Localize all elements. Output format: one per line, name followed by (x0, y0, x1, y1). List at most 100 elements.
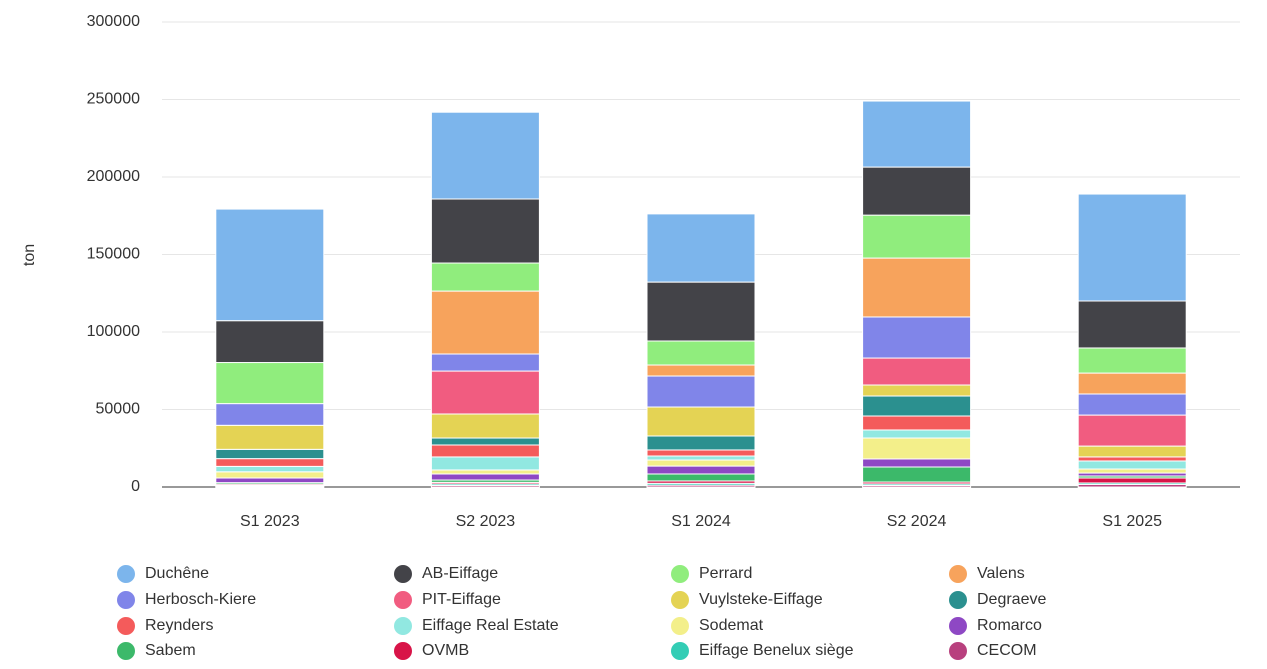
legend-marker (394, 591, 412, 609)
legend-marker (949, 642, 967, 660)
bar-segment (430, 198, 540, 264)
bar-segment (430, 473, 540, 481)
y-tick-label: 250000 (87, 91, 140, 108)
bar-segment (430, 353, 540, 372)
legend-label: Perrard (699, 565, 752, 582)
bar-segment (862, 100, 972, 168)
bar-segment (215, 471, 325, 479)
legend-marker (949, 617, 967, 635)
bar-segment (430, 469, 540, 475)
x-tick-label: S1 2025 (1102, 513, 1162, 530)
bar-segment (1077, 393, 1187, 416)
bar-segment (646, 449, 756, 457)
bar-segment (646, 213, 756, 283)
bar-segment (1077, 445, 1187, 458)
bar-segment (215, 320, 325, 364)
legend-label: OVMB (422, 642, 469, 659)
y-tick-label: 100000 (87, 323, 140, 340)
bar-segment (646, 473, 756, 482)
bar-segment (646, 459, 756, 467)
bar-segment (430, 262, 540, 292)
bar-segment (862, 257, 972, 318)
legend-marker (671, 617, 689, 635)
bar-segment (430, 437, 540, 446)
bar-segment (862, 437, 972, 460)
y-tick-label: 200000 (87, 168, 140, 185)
bar-segment (430, 413, 540, 439)
legend-marker (394, 642, 412, 660)
bar-segment (430, 290, 540, 355)
legend-label: Eiffage Benelux siège (699, 642, 854, 659)
bar-segment (1077, 460, 1187, 470)
legend-marker (117, 565, 135, 583)
bar-segment (646, 364, 756, 377)
bar-segment (862, 316, 972, 359)
bar-segment (862, 429, 972, 439)
legend-marker (117, 617, 135, 635)
bar-segment (1077, 456, 1187, 462)
legend-marker (394, 565, 412, 583)
bar-segment (1077, 477, 1187, 484)
bar-segment (430, 370, 540, 415)
legend-label: Romarco (977, 617, 1042, 634)
legend-label: Eiffage Real Estate (422, 617, 559, 634)
bar-segment (1077, 372, 1187, 395)
y-axis-label: ton (21, 244, 38, 266)
legend-marker (949, 565, 967, 583)
bar-segment (862, 214, 972, 259)
legend-marker (394, 617, 412, 635)
legend-label: PIT-Eiffage (422, 591, 501, 608)
bar-segment (862, 166, 972, 216)
bar-segment (1077, 414, 1187, 447)
bar-segment (215, 403, 325, 426)
bar-segment (862, 395, 972, 417)
bar-segment (430, 444, 540, 458)
bar-segment (862, 458, 972, 468)
legend-marker (117, 642, 135, 660)
legend-label: Reynders (145, 617, 213, 634)
bar-segment (215, 424, 325, 450)
bar-segment (646, 375, 756, 408)
bar-segment (1077, 347, 1187, 374)
x-tick-label: S2 2024 (887, 513, 947, 530)
bar-segment (215, 458, 325, 467)
bar-segment (430, 456, 540, 471)
legend-label: Valens (977, 565, 1025, 582)
bar-segment (646, 281, 756, 342)
bar-segment (215, 448, 325, 460)
legend-marker (671, 642, 689, 660)
bar-segment (1077, 468, 1187, 474)
y-tick-label: 50000 (96, 401, 141, 418)
bar-segment (215, 362, 325, 405)
x-tick-label: S1 2023 (240, 513, 300, 530)
bar-segment (215, 465, 325, 473)
bar-segment (430, 111, 540, 200)
bar-segment (1077, 300, 1187, 349)
bar-segment (646, 465, 756, 475)
bar-segment (862, 384, 972, 397)
bar-segment (215, 477, 325, 484)
x-tick-label: S2 2023 (456, 513, 516, 530)
bar-segment (215, 208, 325, 322)
legend-label: Degraeve (977, 591, 1046, 608)
legend-label: Herbosch-Kiere (145, 591, 256, 608)
legend-label: AB-Eiffage (422, 565, 498, 582)
bar-segment (862, 357, 972, 386)
legend-marker (949, 591, 967, 609)
legend-marker (671, 591, 689, 609)
bar-segment (862, 466, 972, 483)
y-tick-label: 300000 (87, 13, 140, 30)
legend-label: CECOM (977, 642, 1037, 659)
legend-marker (671, 565, 689, 583)
y-tick-label: 0 (131, 478, 140, 495)
legend-label: Duchêne (145, 565, 209, 582)
y-tick-label: 150000 (87, 246, 140, 263)
legend-label: Sodemat (699, 617, 764, 634)
bar-segment (1077, 193, 1187, 302)
bar-segment (862, 415, 972, 431)
bar-segment (646, 340, 756, 366)
legend-label: Vuylsteke-Eiffage (699, 591, 823, 608)
bar-segment (646, 435, 756, 451)
bar-segment (646, 406, 756, 437)
